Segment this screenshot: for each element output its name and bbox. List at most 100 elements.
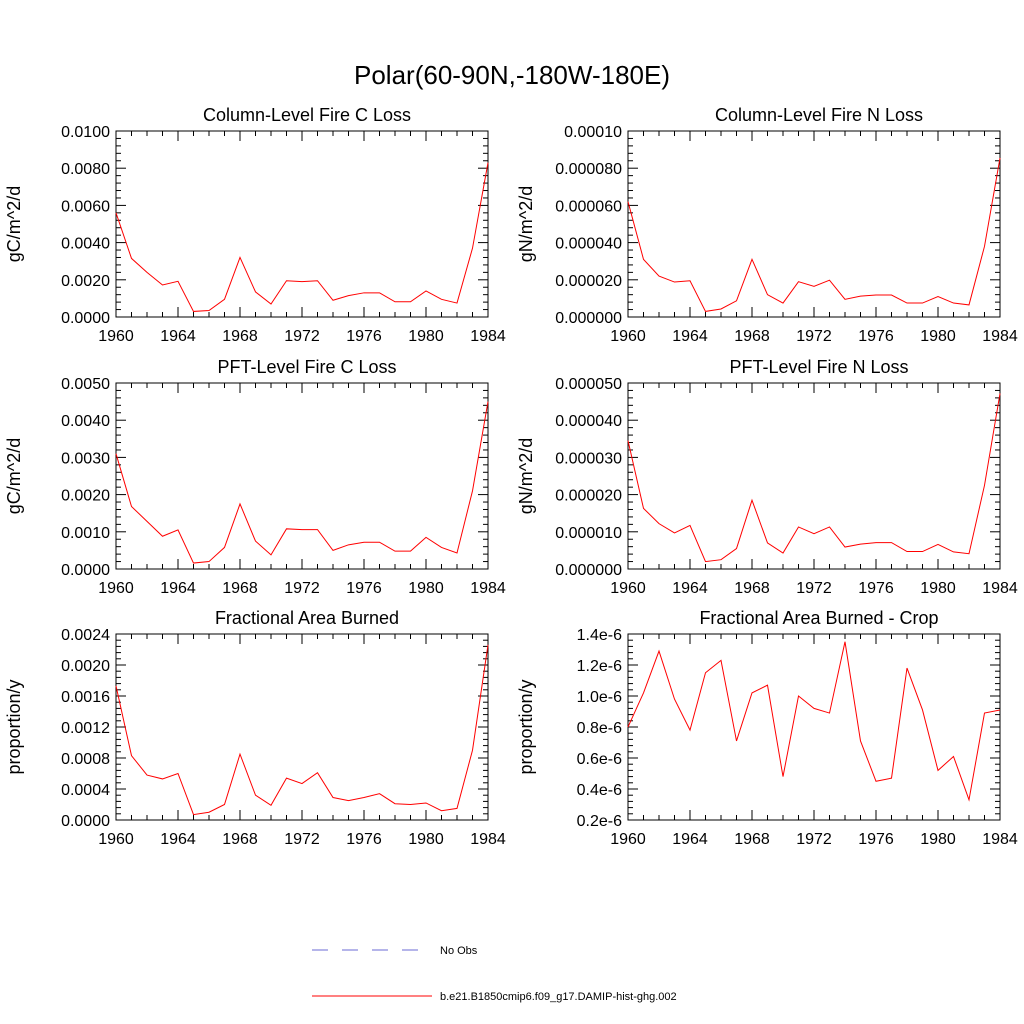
y-tick-label: 0.0004 xyxy=(61,782,110,799)
x-tick-label: 1964 xyxy=(672,831,708,848)
panel-title: Fractional Area Burned - Crop xyxy=(699,608,938,628)
y-tick-label: 0.0008 xyxy=(61,751,110,768)
y-tick-label: 1.4e-6 xyxy=(577,627,622,644)
y-tick-label: 0.000040 xyxy=(555,236,622,253)
series-line xyxy=(627,641,1001,802)
y-tick-label: 0.0080 xyxy=(61,161,110,178)
y-tick-label: 0.0020 xyxy=(61,658,110,675)
x-tick-label: 1968 xyxy=(734,328,770,345)
y-tick-label: 1.2e-6 xyxy=(577,658,622,675)
x-tick-label: 1984 xyxy=(982,831,1018,848)
y-tick-label: 0.0060 xyxy=(61,198,110,215)
x-tick-label: 1984 xyxy=(982,328,1018,345)
chart-panel-2: 1960 1964 1968 1972 1976 1980 1984 0.000000 0.00… xyxy=(516,105,1018,345)
x-tick-label: 1964 xyxy=(672,580,708,597)
x-tick-label: 1980 xyxy=(408,580,444,597)
x-tick-label: 1960 xyxy=(610,328,646,345)
y-tick-label: 0.000060 xyxy=(555,198,622,215)
y-tick-label: 0.000020 xyxy=(555,273,622,290)
plot-frame xyxy=(627,130,1001,318)
x-tick-label: 1960 xyxy=(98,580,134,597)
y-tick-label: 0.0040 xyxy=(61,413,110,430)
chart-panel-3: 1960 1964 1968 1972 1976 1980 1984 0.0000 0.0010… xyxy=(4,357,506,597)
y-axis-label: gC/m^2/d xyxy=(4,186,24,262)
legend-model-label: b.e21.B1850cmip6.f09_g17.DAMIP-hist-ghg.… xyxy=(440,991,677,1003)
x-tick-label: 1964 xyxy=(160,831,196,848)
y-tick-label: 0.0010 xyxy=(61,525,110,542)
series-line xyxy=(627,393,1001,563)
y-tick-label: 0.0000 xyxy=(61,310,110,327)
plot-frame xyxy=(627,382,1001,570)
y-tick-label: 0.6e-6 xyxy=(577,751,622,768)
y-tick-label: 0.2e-6 xyxy=(577,813,622,830)
series-line xyxy=(627,157,1001,312)
x-tick-label: 1984 xyxy=(470,580,506,597)
x-tick-label: 1976 xyxy=(858,831,894,848)
x-tick-label: 1968 xyxy=(734,580,770,597)
y-tick-label: 0.0040 xyxy=(61,236,110,253)
x-tick-label: 1964 xyxy=(160,580,196,597)
x-tick-label: 1960 xyxy=(610,831,646,848)
x-tick-label: 1972 xyxy=(796,580,832,597)
x-tick-label: 1976 xyxy=(346,328,382,345)
x-tick-label: 1976 xyxy=(346,831,382,848)
x-tick-label: 1968 xyxy=(222,580,258,597)
y-tick-label: 0.000050 xyxy=(555,376,622,393)
x-tick-label: 1980 xyxy=(920,831,956,848)
x-tick-label: 1968 xyxy=(222,328,258,345)
x-tick-label: 1976 xyxy=(858,328,894,345)
y-tick-label: 0.0100 xyxy=(61,124,110,141)
y-tick-label: 0.000000 xyxy=(555,562,622,579)
x-tick-label: 1980 xyxy=(920,328,956,345)
y-tick-label: 0.0030 xyxy=(61,450,110,467)
x-tick-label: 1972 xyxy=(284,328,320,345)
y-tick-label: 0.0016 xyxy=(61,689,110,706)
x-tick-label: 1980 xyxy=(408,831,444,848)
legend: No Obs b.e21.B1850cmip6.f09_g17.DAMIP-hi… xyxy=(312,945,677,1003)
panel-title: PFT-Level Fire N Loss xyxy=(729,357,908,377)
y-tick-label: 0.0012 xyxy=(61,720,110,737)
plot-frame xyxy=(115,633,489,821)
y-tick-label: 0.000030 xyxy=(555,450,622,467)
x-tick-label: 1960 xyxy=(98,328,134,345)
panel-title: Column-Level Fire N Loss xyxy=(715,105,923,125)
x-tick-label: 1976 xyxy=(858,580,894,597)
chart-panel-4: 1960 1964 1968 1972 1976 1980 1984 0.000000 0.00… xyxy=(516,357,1018,597)
y-axis-label: gN/m^2/d xyxy=(516,186,536,262)
chart-panel-6: 1960 1964 1968 1972 1976 1980 1984 0.2e-6 0.4e-6… xyxy=(516,608,1018,848)
y-tick-label: 0.000080 xyxy=(555,161,622,178)
y-tick-label: 0.0020 xyxy=(61,488,110,505)
y-tick-label: 0.0000 xyxy=(61,562,110,579)
y-axis-label: proportion/y xyxy=(4,679,24,774)
legend-obs-label: No Obs xyxy=(440,945,478,957)
x-tick-label: 1964 xyxy=(672,328,708,345)
x-tick-label: 1972 xyxy=(284,831,320,848)
y-tick-label: 0.0050 xyxy=(61,376,110,393)
chart-panel-1: 1960 1964 1968 1972 1976 1980 1984 0.0000 0.0020… xyxy=(4,105,506,345)
x-tick-label: 1980 xyxy=(408,328,444,345)
x-tick-label: 1972 xyxy=(284,580,320,597)
y-tick-label: 0.00010 xyxy=(564,124,622,141)
y-tick-label: 0.0000 xyxy=(61,813,110,830)
y-tick-label: 0.000010 xyxy=(555,525,622,542)
x-tick-label: 1960 xyxy=(610,580,646,597)
y-tick-label: 0.4e-6 xyxy=(577,782,622,799)
y-tick-label: 0.000020 xyxy=(555,488,622,505)
x-tick-label: 1968 xyxy=(734,831,770,848)
x-tick-label: 1984 xyxy=(982,580,1018,597)
panel-title: PFT-Level Fire C Loss xyxy=(217,357,396,377)
series-line xyxy=(115,162,489,312)
panels: 1960 1964 1968 1972 1976 1980 1984 0.0000 0.0020… xyxy=(4,105,1018,848)
plot-frame xyxy=(627,633,1001,821)
x-tick-label: 1984 xyxy=(470,328,506,345)
x-tick-label: 1972 xyxy=(796,831,832,848)
y-tick-label: 0.8e-6 xyxy=(577,720,622,737)
panel-title: Fractional Area Burned xyxy=(215,608,399,628)
figure-title: Polar(60-90N,-180W-180E) xyxy=(354,60,670,90)
y-axis-label: proportion/y xyxy=(516,679,536,774)
y-tick-label: 0.000000 xyxy=(555,310,622,327)
y-axis-label: gC/m^2/d xyxy=(4,438,24,514)
plot-frame xyxy=(115,130,489,318)
x-tick-label: 1960 xyxy=(98,831,134,848)
